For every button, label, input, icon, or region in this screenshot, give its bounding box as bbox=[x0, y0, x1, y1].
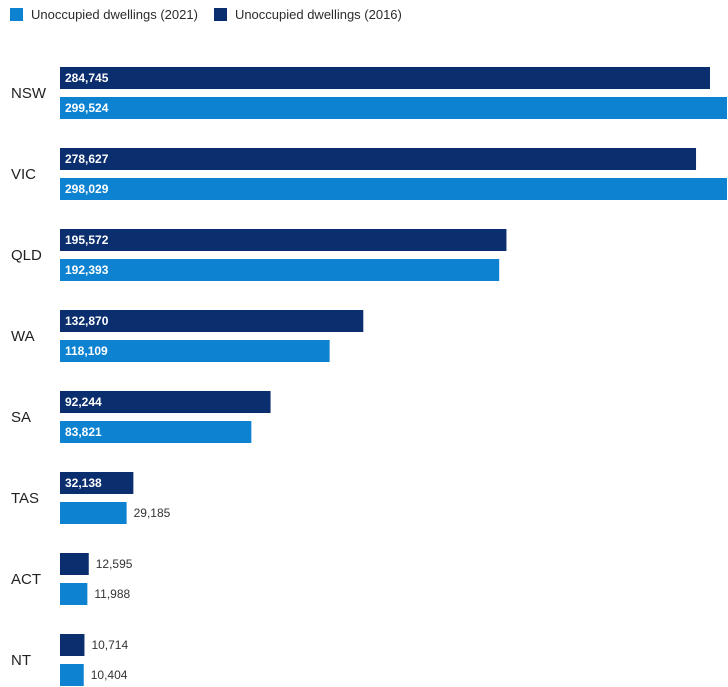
category-label-wa: WA bbox=[11, 328, 35, 345]
bar-sa-2021 bbox=[60, 421, 252, 443]
value-label-nsw-2021: 299,524 bbox=[65, 101, 109, 115]
legend-item-2016: Unoccupied dwellings (2016) bbox=[213, 7, 402, 22]
category-label-qld: QLD bbox=[11, 247, 42, 264]
value-label-sa-2016: 92,244 bbox=[65, 395, 102, 409]
legend-swatch-2021 bbox=[10, 8, 23, 21]
value-label-nt-2021: 10,404 bbox=[91, 668, 128, 682]
bar-act-2016 bbox=[60, 553, 89, 575]
value-label-nsw-2016: 284,745 bbox=[65, 71, 109, 85]
bar-nsw-2021 bbox=[60, 97, 727, 119]
value-label-tas-2021: 29,185 bbox=[134, 506, 171, 520]
bar-act-2021 bbox=[60, 583, 88, 605]
bar-wa-2016 bbox=[60, 310, 364, 332]
bar-qld-2021 bbox=[60, 259, 500, 281]
value-label-nt-2016: 10,714 bbox=[91, 638, 128, 652]
value-label-qld-2021: 192,393 bbox=[65, 263, 109, 277]
legend-label-2016: Unoccupied dwellings (2016) bbox=[234, 7, 402, 22]
bar-nsw-2016 bbox=[60, 67, 710, 89]
category-label-vic: VIC bbox=[11, 166, 36, 183]
bar-tas-2021 bbox=[60, 502, 127, 524]
legend-swatch-2016 bbox=[213, 8, 227, 21]
category-label-sa: SA bbox=[11, 409, 31, 426]
value-label-act-2021: 11,988 bbox=[94, 587, 130, 601]
bar-vic-2016 bbox=[60, 148, 697, 170]
category-label-tas: TAS bbox=[11, 490, 39, 507]
bar-vic-2021 bbox=[60, 178, 727, 200]
bar-qld-2016 bbox=[60, 229, 507, 251]
bar-wa-2021 bbox=[60, 340, 330, 362]
legend-label-2021: Unoccupied dwellings (2021) bbox=[31, 7, 198, 22]
bar-nt-2021 bbox=[60, 664, 84, 686]
bar-tas-2016 bbox=[60, 472, 134, 494]
legend-item-2021: Unoccupied dwellings (2021) bbox=[10, 7, 198, 22]
value-label-tas-2016: 32,138 bbox=[65, 476, 102, 490]
value-label-wa-2021: 118,109 bbox=[65, 344, 108, 358]
value-label-wa-2016: 132,870 bbox=[65, 314, 109, 328]
legend: Unoccupied dwellings (2021) Unoccupied d… bbox=[10, 7, 418, 22]
bar-sa-2016 bbox=[60, 391, 271, 413]
value-label-qld-2016: 195,572 bbox=[65, 233, 109, 247]
category-label-nt: NT bbox=[11, 652, 31, 669]
value-label-vic-2021: 298,029 bbox=[65, 182, 109, 196]
category-label-act: ACT bbox=[11, 571, 41, 588]
value-label-act-2016: 12,595 bbox=[96, 557, 133, 571]
category-label-nsw: NSW bbox=[11, 85, 47, 102]
value-label-sa-2021: 83,821 bbox=[65, 425, 102, 439]
bar-nt-2016 bbox=[60, 634, 85, 656]
value-label-vic-2016: 278,627 bbox=[65, 152, 109, 166]
